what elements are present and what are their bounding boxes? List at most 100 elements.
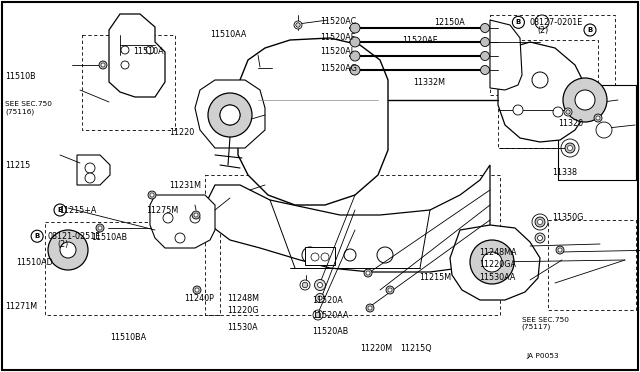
Circle shape	[54, 204, 66, 216]
Circle shape	[513, 105, 523, 115]
Circle shape	[535, 233, 545, 243]
Polygon shape	[150, 195, 215, 248]
Circle shape	[208, 93, 252, 137]
Circle shape	[470, 240, 514, 284]
Circle shape	[98, 226, 102, 230]
Circle shape	[31, 230, 43, 242]
Text: 11231M: 11231M	[170, 181, 202, 190]
Circle shape	[121, 46, 129, 54]
Circle shape	[535, 217, 545, 227]
Circle shape	[314, 279, 326, 291]
Text: 11520AC: 11520AC	[320, 17, 356, 26]
Circle shape	[596, 122, 612, 138]
Polygon shape	[490, 20, 522, 90]
Bar	[558, 85, 636, 180]
Polygon shape	[498, 42, 585, 142]
Circle shape	[311, 253, 319, 261]
Text: 12150A: 12150A	[434, 18, 465, 27]
Circle shape	[556, 246, 564, 254]
Text: 11520A: 11520A	[312, 296, 343, 305]
Text: JA P0053: JA P0053	[526, 353, 559, 359]
Circle shape	[377, 247, 393, 263]
Circle shape	[302, 247, 318, 263]
Polygon shape	[205, 165, 490, 272]
Circle shape	[563, 78, 607, 122]
Circle shape	[481, 38, 490, 46]
Circle shape	[321, 253, 329, 261]
Circle shape	[350, 23, 360, 33]
Circle shape	[366, 271, 370, 275]
Circle shape	[85, 173, 95, 183]
Circle shape	[220, 105, 240, 125]
Circle shape	[300, 280, 310, 290]
Text: 11530AA: 11530AA	[479, 273, 515, 282]
Circle shape	[317, 282, 323, 288]
Circle shape	[99, 61, 107, 69]
Circle shape	[481, 23, 490, 32]
Circle shape	[561, 139, 579, 157]
Text: 11220: 11220	[170, 128, 195, 137]
Circle shape	[190, 213, 200, 223]
Circle shape	[366, 304, 374, 312]
Text: 11248M: 11248M	[227, 294, 259, 303]
Circle shape	[302, 282, 308, 288]
Text: B: B	[58, 207, 63, 213]
Text: 11220M: 11220M	[360, 344, 392, 353]
Text: 11350G: 11350G	[552, 213, 583, 222]
Circle shape	[350, 51, 360, 61]
Circle shape	[148, 191, 156, 199]
Circle shape	[195, 288, 199, 292]
Circle shape	[481, 65, 490, 74]
Circle shape	[575, 90, 595, 110]
Circle shape	[344, 249, 356, 261]
Circle shape	[535, 15, 549, 29]
Circle shape	[294, 21, 302, 29]
Circle shape	[193, 286, 201, 294]
Polygon shape	[77, 155, 110, 185]
Circle shape	[60, 242, 76, 258]
Circle shape	[150, 193, 154, 197]
Circle shape	[538, 235, 543, 241]
Circle shape	[388, 288, 392, 292]
Circle shape	[553, 107, 563, 117]
Circle shape	[596, 116, 600, 120]
Text: 11510BA: 11510BA	[110, 333, 146, 342]
Text: 11520AA: 11520AA	[312, 311, 349, 320]
Circle shape	[350, 37, 360, 47]
Circle shape	[194, 213, 198, 217]
Circle shape	[584, 24, 596, 36]
Circle shape	[96, 224, 104, 232]
Text: 11220G: 11220G	[227, 306, 259, 315]
Text: 11332M: 11332M	[413, 78, 445, 87]
Circle shape	[220, 105, 240, 125]
Circle shape	[318, 296, 322, 300]
Text: SEE SEC.750
(75116): SEE SEC.750 (75116)	[5, 101, 52, 115]
Text: (2): (2)	[58, 240, 69, 249]
Circle shape	[313, 310, 323, 320]
Text: 11338: 11338	[552, 169, 577, 177]
Circle shape	[482, 252, 502, 272]
Text: (2): (2)	[538, 26, 549, 35]
Text: 11530A: 11530A	[227, 323, 258, 332]
Text: 11520AG: 11520AG	[320, 64, 357, 73]
Text: 11510A: 11510A	[133, 47, 164, 56]
Text: 11510B: 11510B	[5, 72, 36, 81]
Polygon shape	[109, 14, 165, 97]
Text: 11320: 11320	[558, 119, 583, 128]
Circle shape	[368, 306, 372, 310]
Circle shape	[566, 110, 570, 114]
Circle shape	[163, 213, 173, 223]
Text: 11520AE: 11520AE	[402, 36, 438, 45]
Text: 11248MA: 11248MA	[479, 248, 516, 257]
Text: 11215+A: 11215+A	[59, 206, 96, 215]
Bar	[305, 247, 335, 265]
Text: 11215Q: 11215Q	[400, 344, 431, 353]
Text: 11520AB: 11520AB	[312, 327, 349, 336]
Text: B: B	[35, 233, 40, 239]
Text: 11275M: 11275M	[146, 206, 178, 215]
Text: B: B	[516, 19, 521, 25]
Text: 11520AI: 11520AI	[320, 47, 353, 56]
Polygon shape	[450, 225, 540, 300]
Text: SEE SEC.750
(75117): SEE SEC.750 (75117)	[522, 317, 568, 330]
Circle shape	[121, 61, 129, 69]
